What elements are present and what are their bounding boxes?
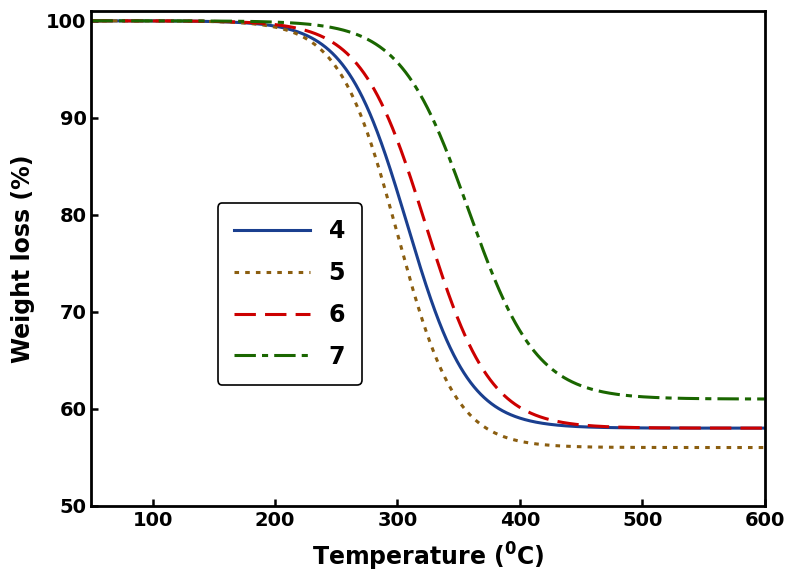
4 — [87, 18, 96, 25]
7 — [163, 18, 173, 25]
4 — [760, 425, 770, 432]
Line: 6: 6 — [92, 21, 765, 428]
5 — [760, 444, 770, 451]
4 — [204, 18, 213, 25]
7 — [747, 395, 756, 402]
4 — [747, 425, 756, 432]
Line: 5: 5 — [92, 21, 765, 447]
4 — [374, 133, 384, 140]
6 — [345, 53, 354, 60]
5 — [747, 444, 756, 451]
7 — [87, 18, 96, 25]
6 — [204, 18, 213, 25]
7 — [760, 395, 770, 402]
5 — [374, 165, 384, 172]
7 — [674, 395, 684, 402]
5 — [345, 86, 354, 93]
4 — [345, 71, 354, 78]
Line: 4: 4 — [92, 21, 765, 428]
6 — [674, 425, 684, 432]
5 — [163, 18, 173, 25]
7 — [204, 18, 213, 25]
6 — [163, 18, 173, 25]
4 — [674, 425, 684, 432]
6 — [747, 425, 756, 432]
5 — [204, 18, 213, 25]
7 — [345, 29, 354, 36]
Legend: 4, 5, 6, 7: 4, 5, 6, 7 — [218, 203, 361, 385]
7 — [374, 43, 384, 50]
5 — [674, 444, 684, 451]
6 — [760, 425, 770, 432]
Line: 7: 7 — [92, 21, 765, 399]
6 — [374, 95, 384, 102]
4 — [163, 18, 173, 25]
X-axis label: Temperature ($\mathregular{^0}$C): Temperature ($\mathregular{^0}$C) — [312, 541, 544, 573]
6 — [87, 18, 96, 25]
Y-axis label: Weight loss (%): Weight loss (%) — [11, 154, 35, 363]
5 — [87, 18, 96, 25]
